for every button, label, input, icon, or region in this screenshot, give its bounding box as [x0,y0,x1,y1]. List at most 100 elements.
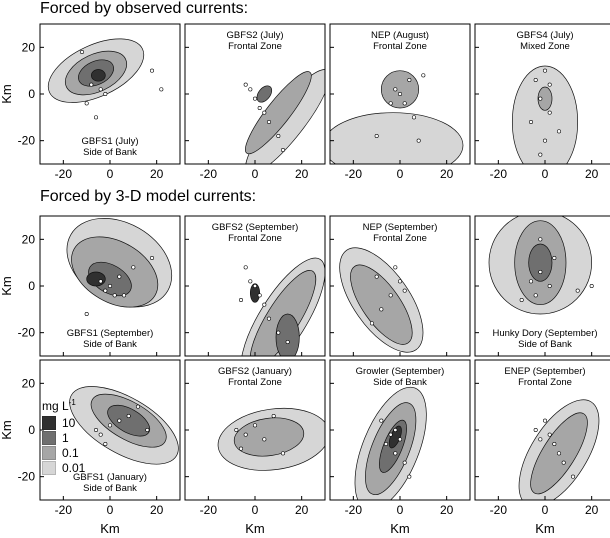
legend-swatch [42,415,56,430]
station-marker [103,441,108,446]
station-marker [253,283,258,288]
station-marker [117,418,122,423]
panel-label-subtitle: Side of Bank [518,339,572,350]
station-marker [570,474,575,479]
y-tick-label: -20 [18,470,36,484]
station-marker [248,87,253,92]
station-marker [280,451,285,456]
station-marker [411,115,416,120]
x-tick-label: 20 [295,503,309,517]
panel-label-title: NEP (August) [371,30,429,41]
station-marker [126,413,131,418]
station-marker [234,427,239,432]
y-tick-label: 0 [28,87,35,101]
panel-nep-august: NEP (August)Frontal Zone -20 0 20 [329,23,471,181]
station-marker [379,307,384,312]
station-marker [402,460,407,465]
legend-label: 1 [62,430,69,445]
station-marker [407,474,412,479]
y-axis-label: Km [0,420,14,440]
concentration-legend: mg L-1 10 1 0.1 0.01 [42,398,102,475]
station-marker [276,330,281,335]
panel-label-subtitle: Side of Bank [373,377,427,388]
y-axis-label: Km [0,276,14,296]
station-marker [397,279,402,284]
station-marker [533,78,538,83]
station-marker [150,255,155,260]
x-tick-label: -20 [200,503,218,517]
station-marker [145,427,150,432]
station-marker [84,311,89,316]
panel-label-subtitle: Frontal Zone [518,377,572,388]
station-marker [243,82,248,87]
station-marker [374,274,379,279]
panel-gbfs4-july: GBFS4 (July)Mixed Zone -20 0 20 [474,23,610,181]
x-tick-label: 0 [542,503,549,517]
contour-level-1 [528,243,553,282]
y-tick-label: 20 [22,40,36,54]
station-marker [117,274,122,279]
station-marker [150,68,155,73]
y-tick-label: 0 [28,279,35,293]
station-marker [402,288,407,293]
legend-row: 0.1 [42,445,102,460]
panel-label-title: GBFS1 (January) [73,472,147,483]
station-marker [159,87,164,92]
y-tick-label: 0 [28,423,35,437]
station-marker [131,265,136,270]
contour-level-10 [86,271,106,287]
station-marker [393,87,398,92]
station-marker [547,432,552,437]
station-marker [80,49,85,54]
x-tick-label: 0 [397,167,404,181]
panel-gbfs2-july: GBFS2 (July)Frontal Zone -20 0 20 [184,23,326,181]
legend-title: mg L-1 [42,398,102,413]
legend-row: 0.01 [42,460,102,475]
station-marker [98,279,103,284]
x-tick-label: -20 [490,167,508,181]
panel-label-title: NEP (September) [363,222,438,233]
station-marker [112,293,117,298]
x-tick-label: 0 [107,167,114,181]
legend-swatch [42,430,56,445]
panel-gbfs2-september: GBFS2 (September)Frontal Zone [184,215,326,357]
station-marker [402,101,407,106]
legend-unit-exponent: -1 [68,398,76,407]
y-tick-label: -20 [18,134,36,148]
x-tick-label: 20 [295,167,309,181]
station-marker [589,283,594,288]
station-marker [108,423,113,428]
x-tick-label: 20 [585,167,599,181]
panel-gbfs1-september: GBFS1 (September)Side of Bank 20 0 -20 Km [0,215,181,357]
contour-level-0.1 [245,71,312,155]
x-tick-label: 0 [252,167,259,181]
station-marker [243,265,248,270]
panel-label-title: GBFS2 (September) [212,222,299,233]
panel-growler-september: Growler (September)Side of Bank -20 0 20 Km [329,359,471,536]
station-marker [257,293,262,298]
panel-nep-september: NEP (September)Frontal Zone [329,215,471,357]
legend-swatch [42,445,56,460]
station-marker [276,134,281,139]
station-marker [108,283,113,288]
station-marker [547,283,552,288]
legend-label: 10 [62,415,76,430]
station-marker [262,437,267,442]
station-marker [561,460,566,465]
station-marker [552,255,557,260]
contour-level-10 [90,69,106,82]
x-tick-label: -20 [345,503,363,517]
station-marker [94,115,99,120]
y-tick-label: 20 [22,376,36,390]
station-marker [374,134,379,139]
station-marker [538,269,543,274]
legend-label: 0.1 [62,445,79,460]
station-marker [103,92,108,97]
station-marker [542,418,547,423]
contour-level-1 [256,85,273,103]
station-marker [538,96,543,101]
legend-label: 0.01 [62,460,86,475]
x-tick-label: 20 [440,167,454,181]
panel-label-subtitle: Frontal Zone [373,41,427,52]
